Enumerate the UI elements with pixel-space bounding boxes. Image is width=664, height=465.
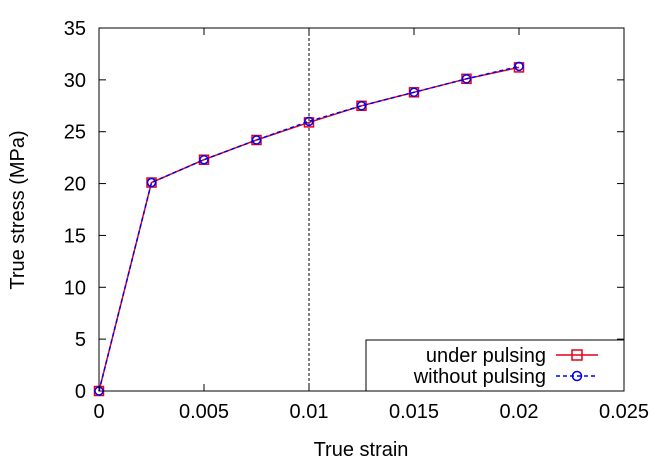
plot-frame [98, 27, 625, 392]
legend: under pulsing without pulsing [365, 339, 625, 392]
data-point-without-pulsing [146, 177, 157, 188]
data-point-without-pulsing [461, 74, 472, 84]
y-axis-title: True stress (MPa) [7, 130, 29, 289]
y-tick-label: 35 [64, 18, 86, 40]
legend-label-without-pulsing: without pulsing [413, 366, 546, 388]
x-tick-label: 0.015 [389, 401, 439, 423]
ticks-layer: 0 0.005 0.01 0.015 0.02 0.025 0 5 10 15 20 25 30 35 [64, 18, 649, 423]
x-tick-label: 0.02 [500, 401, 539, 423]
data-point-without-pulsing [514, 61, 524, 72]
y-tick-label: 25 [64, 122, 86, 144]
x-tick-label: 0.01 [290, 401, 329, 423]
data-point-without-pulsing [251, 135, 262, 145]
legend-marker-under-pulsing [571, 349, 583, 361]
series-line-without-pulsing [98, 65, 520, 392]
x-axis-title: True strain [314, 439, 409, 461]
legend-label-under-pulsing: under pulsing [426, 345, 546, 367]
legend-marker-without-pulsing [571, 370, 583, 382]
x-tick-label: 0.005 [179, 401, 229, 423]
data-point-without-pulsing [199, 154, 209, 165]
y-tick-label: 5 [75, 329, 86, 351]
data-point-without-pulsing [356, 101, 367, 111]
x-tick-label: 0.025 [599, 401, 649, 423]
data-point-without-pulsing [409, 87, 419, 98]
y-tick-label: 10 [64, 277, 86, 299]
y-tick-label: 20 [64, 174, 86, 196]
series-layer [93, 61, 525, 397]
y-tick-label: 0 [75, 381, 86, 403]
y-tick-label: 30 [64, 70, 86, 92]
legend-box [365, 339, 625, 392]
x-tick-label: 0 [93, 401, 104, 423]
data-point-without-pulsing [304, 116, 314, 127]
y-tick-label: 15 [64, 225, 86, 247]
